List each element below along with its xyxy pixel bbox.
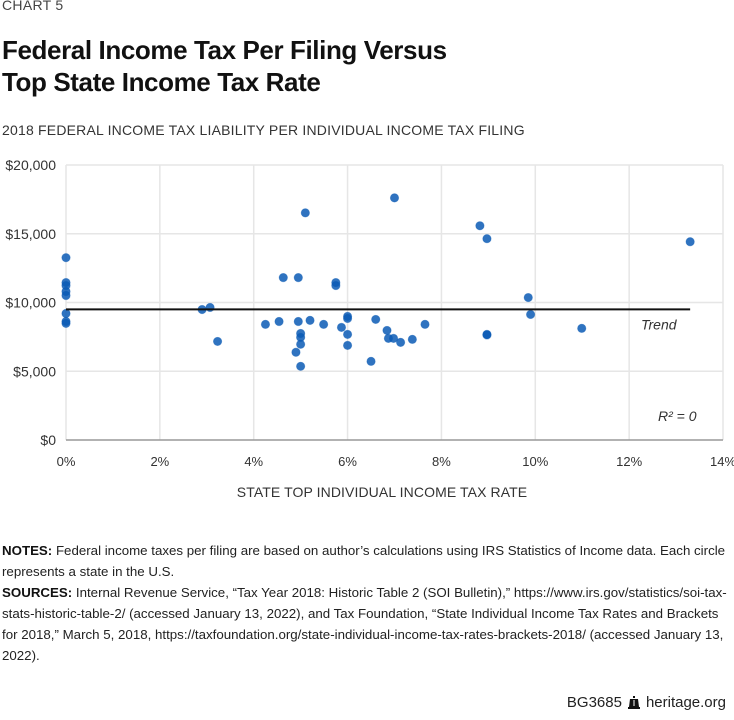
data-point xyxy=(61,253,71,263)
data-point xyxy=(278,273,288,283)
notes-section: NOTES: Federal income taxes per filing a… xyxy=(2,540,730,666)
x-tick-label: 8% xyxy=(432,454,451,469)
data-point xyxy=(366,356,376,366)
data-point xyxy=(523,292,533,303)
data-point xyxy=(212,336,223,347)
data-point xyxy=(61,308,71,319)
data-point xyxy=(396,337,406,347)
data-point xyxy=(293,273,303,283)
y-tick-label: $20,000 xyxy=(5,157,56,173)
data-point xyxy=(319,319,329,329)
data-point xyxy=(331,280,341,291)
sources-label: SOURCES: xyxy=(2,585,73,600)
data-point xyxy=(205,302,215,313)
data-point xyxy=(336,322,347,332)
data-point xyxy=(525,309,536,320)
data-point xyxy=(296,339,306,349)
y-tick-label: $0 xyxy=(40,432,56,448)
data-point xyxy=(342,313,353,324)
notes-label: NOTES: xyxy=(2,543,53,558)
data-point xyxy=(389,193,400,203)
data-point xyxy=(296,361,306,371)
data-point xyxy=(407,334,417,344)
chart-number: CHART 5 xyxy=(2,0,64,13)
report-id: BG3685 xyxy=(566,694,622,711)
data-point xyxy=(475,221,485,231)
y-axis-title: 2018 FEDERAL INCOME TAX LIABILITY PER IN… xyxy=(2,122,525,138)
x-tick-label: 6% xyxy=(338,454,357,469)
liberty-bell-icon xyxy=(627,695,640,709)
data-point xyxy=(300,208,310,218)
x-tick-label: 12% xyxy=(616,454,642,469)
data-point xyxy=(342,329,353,339)
notes-paragraph: NOTES: Federal income taxes per filing a… xyxy=(2,540,730,582)
data-point xyxy=(420,319,430,329)
site-link[interactable]: heritage.org xyxy=(645,694,726,711)
data-point xyxy=(482,330,492,340)
x-axis-title: STATE TOP INDIVIDUAL INCOME TAX RATE xyxy=(236,484,528,500)
x-tick-label: 14% xyxy=(710,454,734,469)
data-point xyxy=(685,237,695,247)
data-points xyxy=(61,193,695,371)
data-point xyxy=(577,323,587,333)
x-tick-label: 4% xyxy=(244,454,263,469)
data-point xyxy=(388,333,399,343)
chart-title: Federal Income Tax Per Filing Versus Top… xyxy=(2,34,447,98)
x-tick-label: 0% xyxy=(57,454,76,469)
y-tick-label: $5,000 xyxy=(13,363,56,379)
y-axis-ticks: $0 $5,000 $10,000 $15,000 $20,000 xyxy=(5,157,56,448)
data-point xyxy=(293,316,303,327)
sources-text: Internal Revenue Service, “Tax Year 2018… xyxy=(2,585,727,663)
title-line-1: Federal Income Tax Per Filing Versus xyxy=(2,35,447,65)
data-point xyxy=(274,316,284,327)
data-point xyxy=(61,290,71,301)
data-point xyxy=(260,319,271,329)
y-tick-label: $15,000 xyxy=(5,226,56,242)
x-axis-ticks: 0% 2% 4% 6% 8% 10% 12% 14% xyxy=(57,454,734,469)
x-tick-label: 2% xyxy=(150,454,169,469)
y-tick-label: $10,000 xyxy=(5,295,56,311)
sources-paragraph: SOURCES: Internal Revenue Service, “Tax … xyxy=(2,582,730,666)
data-point xyxy=(371,314,381,325)
data-point xyxy=(342,340,353,350)
data-point xyxy=(482,234,492,244)
title-line-2: Top State Income Tax Rate xyxy=(2,67,321,97)
scatter-plot: $0 $5,000 $10,000 $15,000 $20,000 0% 2% 4% 6% 8%… xyxy=(5,157,734,469)
notes-text: Federal income taxes per filing are base… xyxy=(2,543,726,579)
gridlines xyxy=(65,164,724,440)
trend-label: Trend xyxy=(641,316,678,332)
footer: BG3685 heritage.org xyxy=(567,694,726,711)
x-tick-label: 10% xyxy=(522,454,548,469)
data-point xyxy=(291,347,301,357)
data-point xyxy=(382,325,392,336)
data-point xyxy=(305,315,315,325)
data-point xyxy=(61,318,71,328)
r-squared-annotation: R² = 0 xyxy=(658,408,697,424)
